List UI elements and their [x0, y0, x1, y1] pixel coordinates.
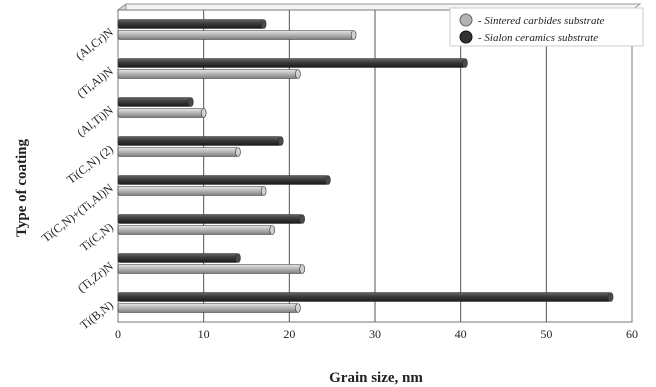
legend-label-sialon: - Sialon ceramics substrate	[478, 32, 598, 44]
sialon-bar-cap	[277, 136, 284, 146]
plot-area	[116, 3, 642, 323]
sintered-bar-cap	[350, 30, 357, 40]
x-tick-label: 20	[283, 327, 295, 341]
x-tick-label: 40	[455, 327, 467, 341]
sintered-bar-cap	[299, 264, 305, 274]
sintered-bar	[117, 69, 299, 79]
sintered-bar-cap	[269, 225, 276, 235]
sintered-bar	[117, 225, 273, 235]
sialon-bar-cap	[607, 292, 614, 302]
sialon-bar	[117, 214, 303, 224]
sintered-bar	[117, 147, 239, 157]
sialon-bar	[117, 253, 239, 263]
y-axis-title: Type of coating	[14, 138, 30, 237]
x-tick-label: 50	[540, 327, 552, 341]
sialon-bar-cap	[235, 253, 241, 263]
sialon-bar	[117, 19, 264, 29]
sintered-bar	[117, 108, 204, 118]
sintered-bar-cap	[235, 147, 241, 157]
sintered-bar	[117, 264, 303, 274]
sialon-bar	[117, 175, 329, 185]
category-labels: Ti(B,N)(Ti,Zr)NTi(C,N)Ti(C,N)+(Ti,Al)NTi…	[39, 25, 116, 333]
legend: - Sintered carbides substrate - Sialon c…	[449, 7, 644, 47]
category-label: (Ti,Al)N	[74, 64, 116, 101]
category-label: (Ti,Zr)N	[75, 259, 116, 296]
bar-layer	[117, 19, 614, 313]
x-tick-label: 30	[369, 327, 381, 341]
x-axis-title: Grain size, nm	[329, 370, 423, 386]
sialon-bar	[117, 97, 192, 107]
x-tick-label: 60	[626, 327, 638, 341]
sintered-bar	[117, 186, 264, 196]
sialon-bar	[117, 136, 282, 146]
sialon-bar-cap	[299, 214, 305, 224]
category-label: Ti(C,N)	[77, 220, 115, 254]
sintered-bar	[117, 30, 354, 40]
sintered-bar-cap	[260, 186, 267, 196]
legend-label-sintered: - Sintered carbides substrate	[478, 15, 604, 27]
sialon-bar-cap	[325, 175, 331, 185]
category-label: (Al,Cr)N	[73, 25, 116, 63]
sialon-bar	[117, 292, 611, 302]
legend-marker-sialon	[459, 30, 473, 44]
sialon-bar-cap	[462, 58, 468, 68]
legend-marker-sintered	[459, 13, 473, 27]
x-tick-label: 0	[115, 327, 121, 341]
sintered-bar-cap	[295, 69, 301, 79]
x-tick-labels: 0 10 20 30 40 50 60	[115, 327, 638, 341]
category-label: Ti(C,N) (2)	[64, 142, 116, 187]
category-label: Ti(B,N)	[77, 298, 115, 332]
sialon-bar	[117, 58, 466, 68]
sintered-bar	[117, 303, 299, 313]
sialon-bar-cap	[188, 97, 194, 107]
x-tick-label: 10	[198, 327, 210, 341]
legend-box	[449, 7, 644, 47]
sintered-bar-cap	[200, 108, 207, 118]
sintered-bar-cap	[295, 303, 301, 313]
sialon-bar-cap	[260, 19, 267, 29]
category-label: (Al,Ti)N	[74, 103, 116, 140]
